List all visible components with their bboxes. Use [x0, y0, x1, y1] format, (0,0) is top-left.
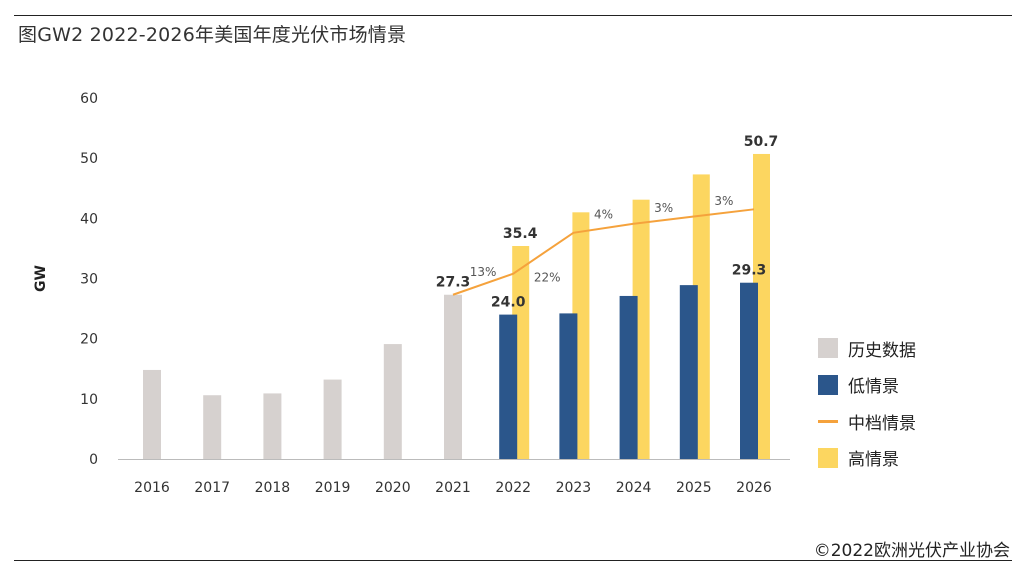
y-tick-label: 60 — [80, 91, 98, 107]
x-tick-label: 2020 — [375, 480, 411, 496]
x-tick-label: 2018 — [255, 480, 291, 496]
legend-label-high: 高情景 — [848, 450, 899, 470]
legend: 历史数据 低情景 中档情景 高情景 — [818, 336, 916, 482]
y-tick-label: 0 — [89, 452, 98, 468]
line-mid-scenario — [452, 208, 755, 296]
bar-historical-2017 — [203, 395, 222, 459]
growth-label: 3% — [654, 201, 673, 215]
y-tick-label: 30 — [80, 272, 98, 288]
x-tick-label: 2017 — [194, 480, 230, 496]
top-rule — [14, 15, 1012, 16]
label-layer: 27.3 35.4 24.0 50.7 29.3 13% 22% 4% 3% 3% — [436, 134, 779, 311]
legend-label-historical: 历史数据 — [848, 340, 916, 361]
x-tick-label: 2023 — [556, 480, 592, 496]
growth-label: 4% — [594, 207, 613, 221]
legend-item-high: 高情景 — [818, 446, 916, 470]
y-axis-title: GW — [33, 265, 49, 292]
legend-item-historical: 历史数据 — [818, 336, 916, 361]
bar-historical-2019 — [323, 379, 342, 459]
bar-historical-2021 — [444, 294, 462, 459]
legend-label-low: 低情景 — [848, 377, 899, 397]
axis-layer: 0 10 20 30 40 50 60 GW 2016 2017 2018 2019 2020 2021 2… — [33, 91, 790, 496]
y-tick-label: 10 — [80, 392, 98, 408]
bar-low-2023 — [559, 313, 578, 459]
line-layer — [452, 208, 755, 296]
figure-title: 图GW2 2022-2026年美国年度光伏市场情景 — [18, 24, 407, 46]
legend-label-mid: 中档情景 — [848, 413, 916, 434]
bar-historical-2016 — [143, 369, 161, 459]
growth-label: 22% — [534, 271, 561, 285]
data-label: 29.3 — [732, 263, 767, 279]
x-tick-label: 2021 — [435, 480, 471, 496]
x-tick-label: 2016 — [134, 480, 170, 496]
bar-historical-2018 — [263, 393, 282, 459]
y-tick-label: 50 — [80, 151, 98, 167]
legend-swatch-high — [818, 447, 838, 468]
data-label: 24.0 — [491, 295, 526, 311]
x-tick-label: 2019 — [315, 480, 351, 496]
legend-item-mid: 中档情景 — [818, 409, 916, 434]
growth-label: 13% — [470, 265, 497, 279]
source-credit: ©2022欧洲光伏产业协会 — [813, 541, 1010, 561]
bar-historical-2020 — [383, 344, 402, 459]
legend-swatch-historical — [818, 338, 838, 358]
y-tick-label: 20 — [80, 332, 98, 348]
x-tick-label: 2022 — [495, 480, 531, 496]
growth-label: 3% — [714, 194, 733, 208]
data-label: 50.7 — [744, 134, 779, 150]
bar-layer — [143, 153, 770, 459]
legend-swatch-mid — [818, 419, 838, 423]
x-tick-label: 2025 — [676, 480, 712, 496]
y-tick-label: 40 — [80, 211, 98, 227]
bar-low-2025 — [679, 285, 698, 459]
legend-item-low: 低情景 — [818, 373, 916, 397]
bottom-rule — [14, 560, 1012, 561]
x-tick-label: 2024 — [616, 480, 652, 496]
data-label: 35.4 — [503, 226, 538, 242]
data-label: 27.3 — [436, 275, 471, 291]
bar-low-2024 — [619, 295, 638, 459]
x-tick-label: 2026 — [736, 480, 772, 496]
bar-low-2026 — [740, 282, 758, 459]
legend-swatch-low — [818, 374, 838, 395]
bar-low-2022 — [499, 314, 518, 459]
